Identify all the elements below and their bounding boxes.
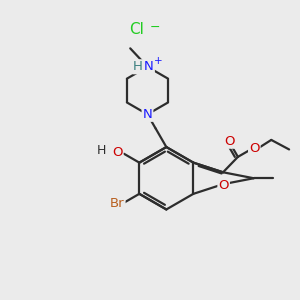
Text: H: H bbox=[97, 144, 106, 157]
Text: Cl: Cl bbox=[129, 22, 144, 37]
Text: −: − bbox=[150, 21, 160, 34]
Text: +: + bbox=[154, 56, 162, 66]
Text: O: O bbox=[249, 142, 260, 155]
Text: N: N bbox=[144, 60, 154, 73]
Text: N: N bbox=[142, 108, 152, 121]
Text: Br: Br bbox=[110, 197, 124, 210]
Text: H: H bbox=[133, 60, 143, 73]
Text: O: O bbox=[218, 179, 229, 192]
Text: O: O bbox=[224, 135, 235, 148]
Text: O: O bbox=[112, 146, 123, 159]
